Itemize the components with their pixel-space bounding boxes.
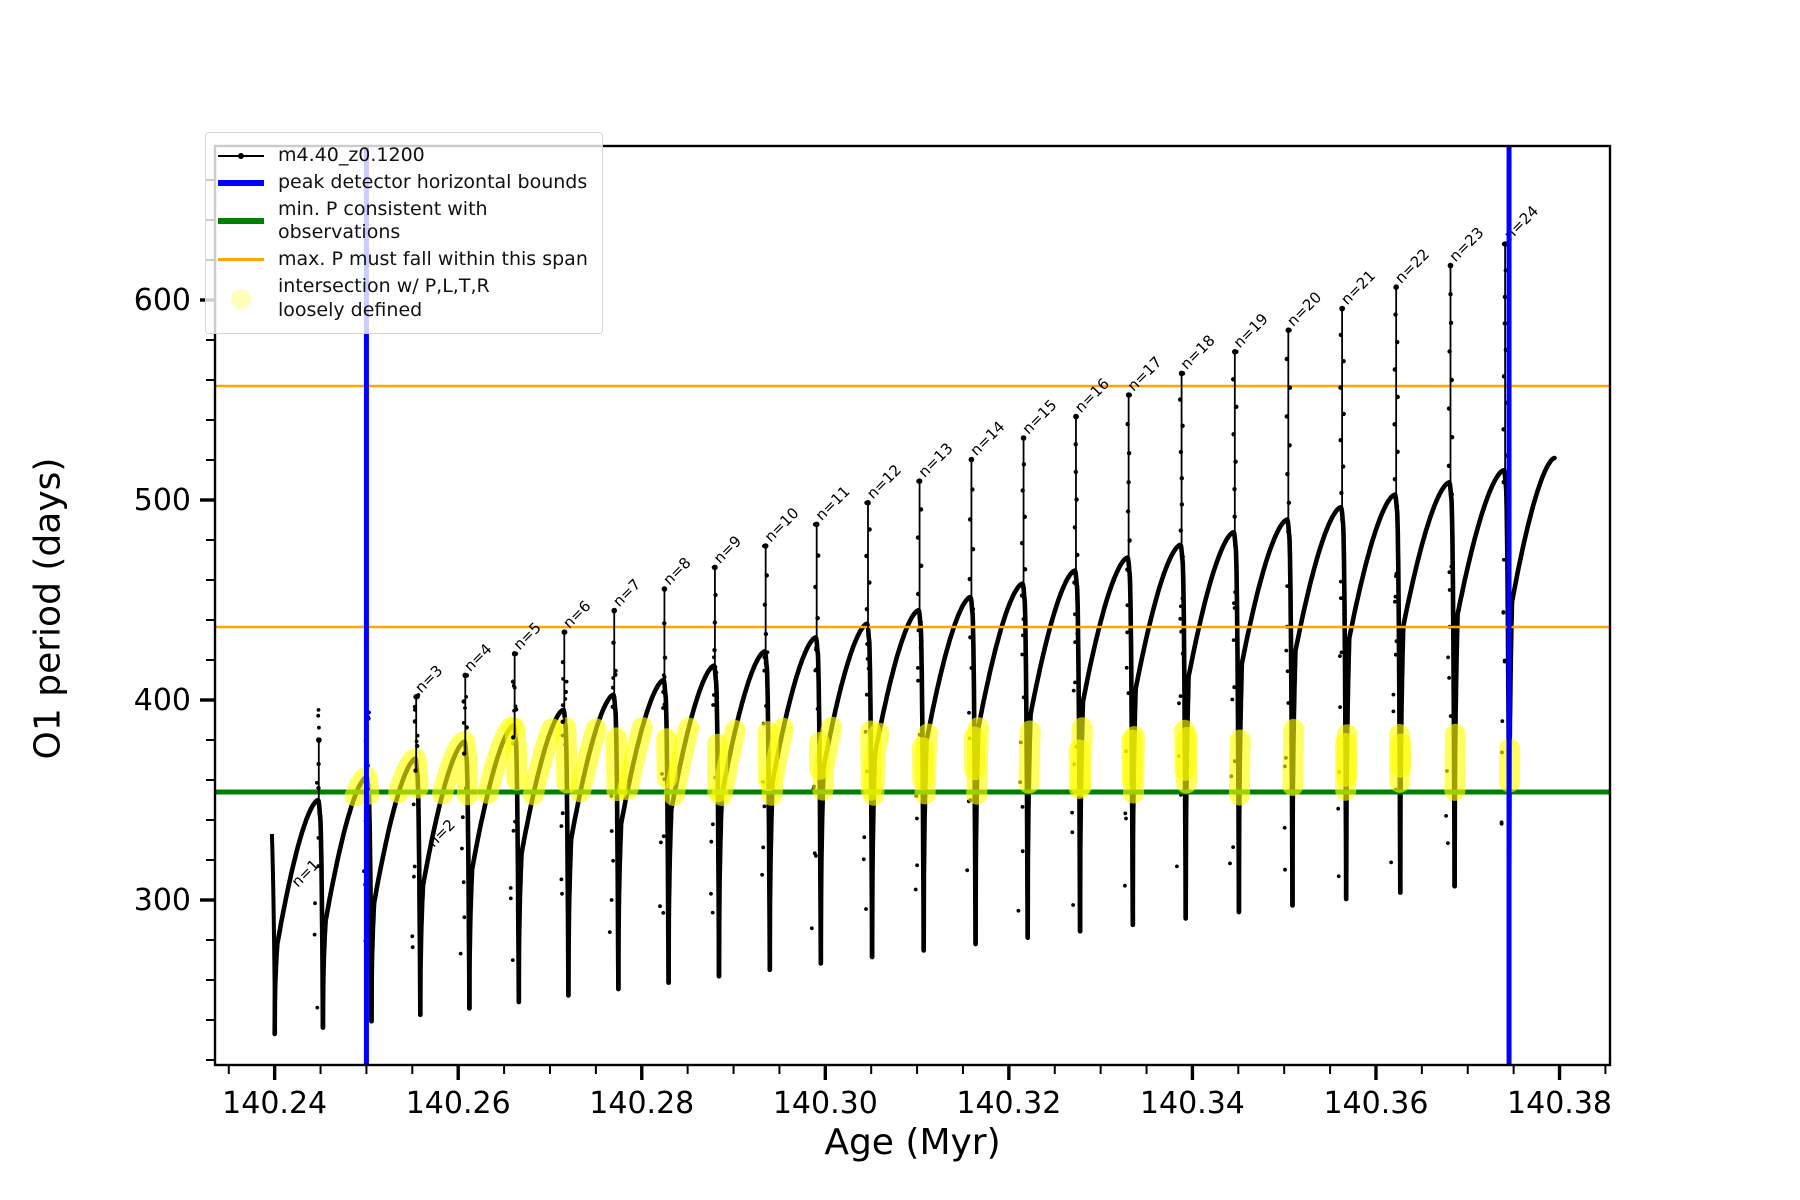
peak-label: n=10 [761,504,803,546]
peak-label: n=4 [460,640,495,675]
x-tick-label: 140.26 [406,1086,511,1121]
x-tick-label: 140.30 [773,1086,878,1121]
peak-label: n=11 [812,482,854,524]
x-tick-label: 140.24 [222,1086,327,1121]
legend-item-label: min. P consistent with observations [278,197,488,244]
x-axis-title: Age (Myr) [824,1122,1001,1163]
x-tick-label: 140.28 [589,1086,694,1121]
peak-label: n=16 [1071,375,1113,417]
blue-line-icon [218,172,264,194]
y-tick-label: 500 [134,483,191,518]
peak-label: n=17 [1124,353,1166,395]
peak-label: n=22 [1391,245,1433,287]
peak-label: n=9 [710,532,745,567]
green-line-icon [218,210,264,232]
legend-item-series: m4.40_z0.1200 [218,144,592,168]
y-tick-label: 300 [134,883,191,918]
peak-label: n=21 [1337,267,1379,309]
legend-item-intersection: intersection w/ P,L,T,R loosely defined [218,275,592,323]
legend-item-max-p: max. P must fall within this span [218,248,592,272]
peak-label: n=24 [1500,202,1542,244]
y-tick-label: 400 [134,683,191,718]
peak-label: n=23 [1446,224,1488,266]
peak-label: n=5 [510,619,545,654]
peak-label: n=19 [1230,310,1272,352]
x-tick-label: 140.38 [1507,1086,1612,1121]
peak-label: n=13 [915,439,957,481]
legend-item-label: peak detector horizontal bounds [278,170,588,193]
legend-item-peak-bounds: peak detector horizontal bounds [218,171,592,195]
y-axis-title: O1 period (days) [27,457,69,760]
legend: m4.40_z0.1200 peak detector horizontal b… [205,132,603,335]
peak-label: n=3 [411,662,446,697]
orange-line-icon [218,249,264,271]
x-tick-label: 140.36 [1323,1086,1428,1121]
peak-label: n=15 [1019,396,1061,438]
peak-label: n=14 [967,418,1009,460]
y-tick-label: 600 [134,283,191,318]
peak-label: n=18 [1177,331,1219,373]
peak-label: n=12 [863,461,905,503]
x-tick-label: 140.32 [956,1086,1061,1121]
peak-label: n=7 [609,575,644,610]
legend-item-label: max. P must fall within this span [278,248,588,270]
peak-label: n=20 [1283,288,1325,330]
legend-item-label: intersection w/ P,L,T,R loosely defined [278,274,490,321]
x-tick-label: 140.34 [1140,1086,1245,1121]
peak-label: n=8 [660,554,695,589]
legend-item-min-p: min. P consistent with observations [218,198,592,246]
series-line-dot-icon [218,145,264,167]
legend-item-label: m4.40_z0.1200 [278,144,425,166]
yellow-dot-icon [218,288,264,310]
